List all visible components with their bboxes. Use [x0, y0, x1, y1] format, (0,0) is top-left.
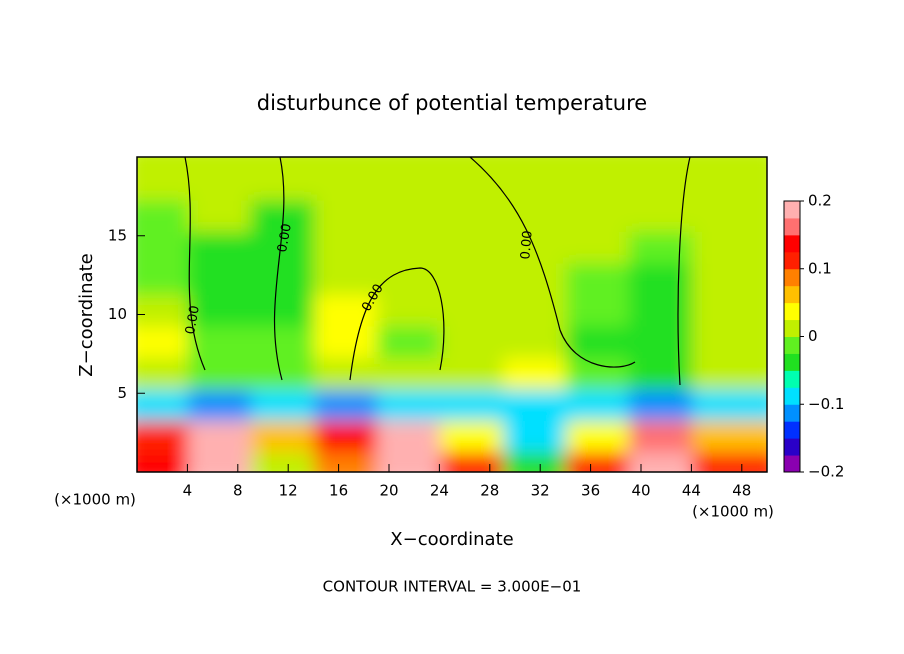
contour-label: 0.00	[275, 222, 295, 253]
colorbar-tick-label: 0.2	[808, 192, 832, 210]
contour-line	[184, 157, 206, 371]
x-tick-label: 36	[581, 482, 600, 500]
colorbar-swatch	[784, 268, 800, 287]
colorbar-tick-label: 0.1	[808, 259, 832, 277]
colorbar-tick-label: −0.2	[808, 463, 844, 481]
colorbar-swatch	[784, 421, 800, 439]
footnote: CONTOUR INTERVAL = 3.000E−01	[323, 578, 582, 596]
x-tick-label: 20	[379, 482, 398, 500]
field-cells	[137, 157, 767, 472]
y-tick-label: 10	[108, 305, 127, 323]
y-axis-label: Z−coordinate	[76, 253, 97, 376]
contour-line	[469, 157, 636, 368]
x-tick-label: 32	[531, 482, 550, 500]
colorbar-swatch	[784, 370, 800, 388]
contour-line	[677, 157, 691, 386]
y-tick-label: 15	[108, 226, 127, 244]
x-tick-label: 28	[480, 482, 499, 500]
field	[137, 157, 767, 472]
x-tick-label: 4	[183, 482, 193, 500]
chart-title: disturbunce of potential temperature	[257, 91, 647, 115]
x-tick-label: 16	[329, 482, 348, 500]
x-tick-label: 8	[233, 482, 243, 500]
x-tick-label: 40	[631, 482, 650, 500]
colorbar-swatch	[784, 438, 800, 456]
x-tick-label: 48	[732, 482, 751, 500]
contour-label: 0.00	[183, 304, 203, 335]
colorbar-swatch	[784, 234, 800, 253]
colorbar-tick-label: 0	[808, 327, 818, 345]
colorbar-swatch	[784, 455, 800, 473]
colorbar-swatch	[784, 285, 800, 304]
y-tick-label: 5	[117, 384, 127, 402]
x-tick-label: 24	[430, 482, 449, 500]
contour-line	[349, 267, 445, 381]
colorbar-swatch	[784, 302, 800, 321]
colorbar-swatch	[784, 319, 800, 337]
cell	[692, 157, 767, 201]
colorbar-swatch	[784, 201, 800, 219]
x-unit-right: (×1000 m)	[692, 503, 774, 521]
colorbar-swatch	[784, 387, 800, 405]
contour-line	[273, 157, 285, 381]
colorbar-swatch	[784, 336, 800, 354]
colorbar-swatch	[784, 404, 800, 422]
x-tick-label: 44	[682, 482, 701, 500]
colorbar-swatch	[784, 217, 800, 236]
x-unit-left: (×1000 m)	[54, 491, 136, 509]
x-axis-label: X−coordinate	[390, 529, 513, 550]
colorbar-swatch	[784, 353, 800, 371]
colorbar-tick-label: −0.1	[808, 395, 844, 413]
x-tick-label: 12	[279, 482, 298, 500]
colorbar-swatch	[784, 251, 800, 270]
contour-label: 0.00	[518, 230, 535, 260]
